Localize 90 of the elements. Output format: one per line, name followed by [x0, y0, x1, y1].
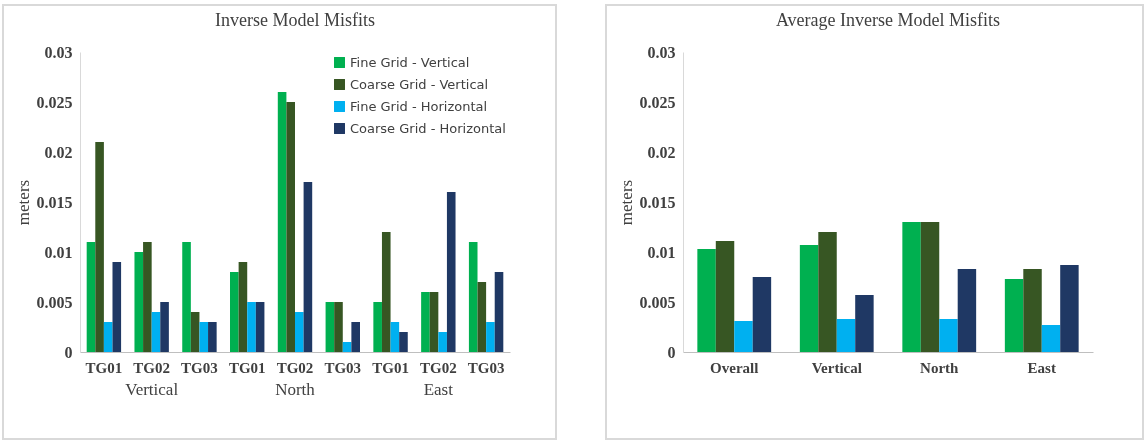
bar — [697, 249, 716, 352]
y-tick-label: 0.025 — [639, 93, 676, 111]
x-tick-label: Vertical — [811, 359, 862, 376]
y-tick-label: 0.005 — [36, 293, 73, 311]
bar — [799, 245, 819, 352]
bar — [438, 332, 447, 352]
bar — [855, 295, 874, 352]
bar — [390, 322, 400, 352]
bar — [752, 277, 772, 352]
bar — [238, 262, 248, 352]
bar — [103, 322, 113, 352]
x-tick-label: Overall — [710, 359, 759, 376]
bar — [1060, 265, 1079, 352]
bar — [373, 302, 382, 352]
bar — [399, 332, 408, 352]
bar — [477, 282, 487, 352]
bar — [199, 322, 209, 352]
bar — [342, 342, 352, 352]
bar — [112, 262, 122, 352]
bar — [429, 292, 439, 352]
text: East — [423, 380, 454, 399]
bar — [277, 92, 287, 352]
y-tick-label: 0 — [667, 343, 676, 361]
chart-title: Average Inverse Model Misfits — [775, 10, 1001, 30]
bar — [95, 142, 104, 352]
y-tick-label: 0.015 — [639, 193, 676, 211]
x-tick-label: TG01 — [228, 359, 266, 376]
y-tick-label: 0.03 — [44, 43, 73, 61]
bar — [957, 269, 977, 352]
y-tick-label: 0.015 — [36, 193, 73, 211]
bar — [190, 312, 200, 352]
text: Vertical — [125, 380, 179, 399]
x-tick-label: TG02 — [133, 359, 171, 376]
bar — [902, 222, 921, 352]
x-tick-label: TG02 — [276, 359, 314, 376]
bar — [446, 192, 456, 352]
legend-label: Fine Grid - Horizontal — [350, 98, 488, 114]
y-axis-title: meters — [616, 179, 636, 226]
x-tick-label: TG03 — [467, 359, 505, 376]
x-tick-label: TG01 — [85, 359, 123, 376]
bar — [351, 322, 360, 352]
bar — [486, 322, 495, 352]
bar — [208, 322, 217, 352]
y-tick-label: 0 — [64, 343, 73, 361]
bar — [86, 242, 96, 352]
x-tick-label: TG01 — [372, 359, 409, 376]
bar — [734, 321, 753, 352]
bar — [1041, 325, 1061, 352]
bar — [836, 319, 856, 352]
bar — [325, 302, 335, 352]
bar — [295, 312, 304, 352]
bar — [255, 302, 265, 352]
bar — [134, 252, 144, 352]
bar — [715, 241, 735, 352]
bar — [160, 302, 169, 352]
x-tick-label: TG03 — [324, 359, 362, 376]
bar — [303, 182, 313, 352]
bar — [334, 302, 343, 352]
bar — [939, 319, 958, 352]
bar — [468, 242, 478, 352]
text: North — [275, 380, 316, 399]
bar — [381, 232, 391, 352]
chart-title: Inverse Model Misfits — [215, 10, 375, 30]
bar — [182, 242, 191, 352]
bar — [286, 102, 295, 352]
bar — [1023, 269, 1042, 352]
x-tick-label: TG03 — [181, 359, 218, 376]
x-tick-label: East — [1027, 359, 1056, 376]
y-tick-label: 0.01 — [44, 243, 73, 261]
bar — [143, 242, 152, 352]
bar — [230, 272, 239, 352]
x-tick-label: North — [920, 359, 960, 376]
legend-label: Coarse Grid - Vertical — [350, 76, 489, 92]
bar — [494, 272, 504, 352]
y-tick-label: 0.03 — [647, 43, 676, 61]
bar — [151, 312, 161, 352]
bar — [920, 222, 940, 352]
y-axis-title: meters — [13, 179, 33, 226]
y-tick-label: 0.01 — [647, 243, 676, 261]
y-tick-label: 0.02 — [647, 143, 676, 161]
bar — [818, 232, 837, 352]
x-tick-label: TG02 — [419, 359, 457, 376]
bar — [247, 302, 256, 352]
y-tick-label: 0.02 — [44, 143, 73, 161]
legend-label: Fine Grid - Vertical — [350, 54, 470, 70]
legend-label: Coarse Grid - Horizontal — [350, 120, 506, 136]
y-tick-label: 0.005 — [639, 293, 676, 311]
y-tick-label: 0.025 — [36, 93, 73, 111]
bar — [1004, 279, 1024, 352]
bar — [421, 292, 430, 352]
